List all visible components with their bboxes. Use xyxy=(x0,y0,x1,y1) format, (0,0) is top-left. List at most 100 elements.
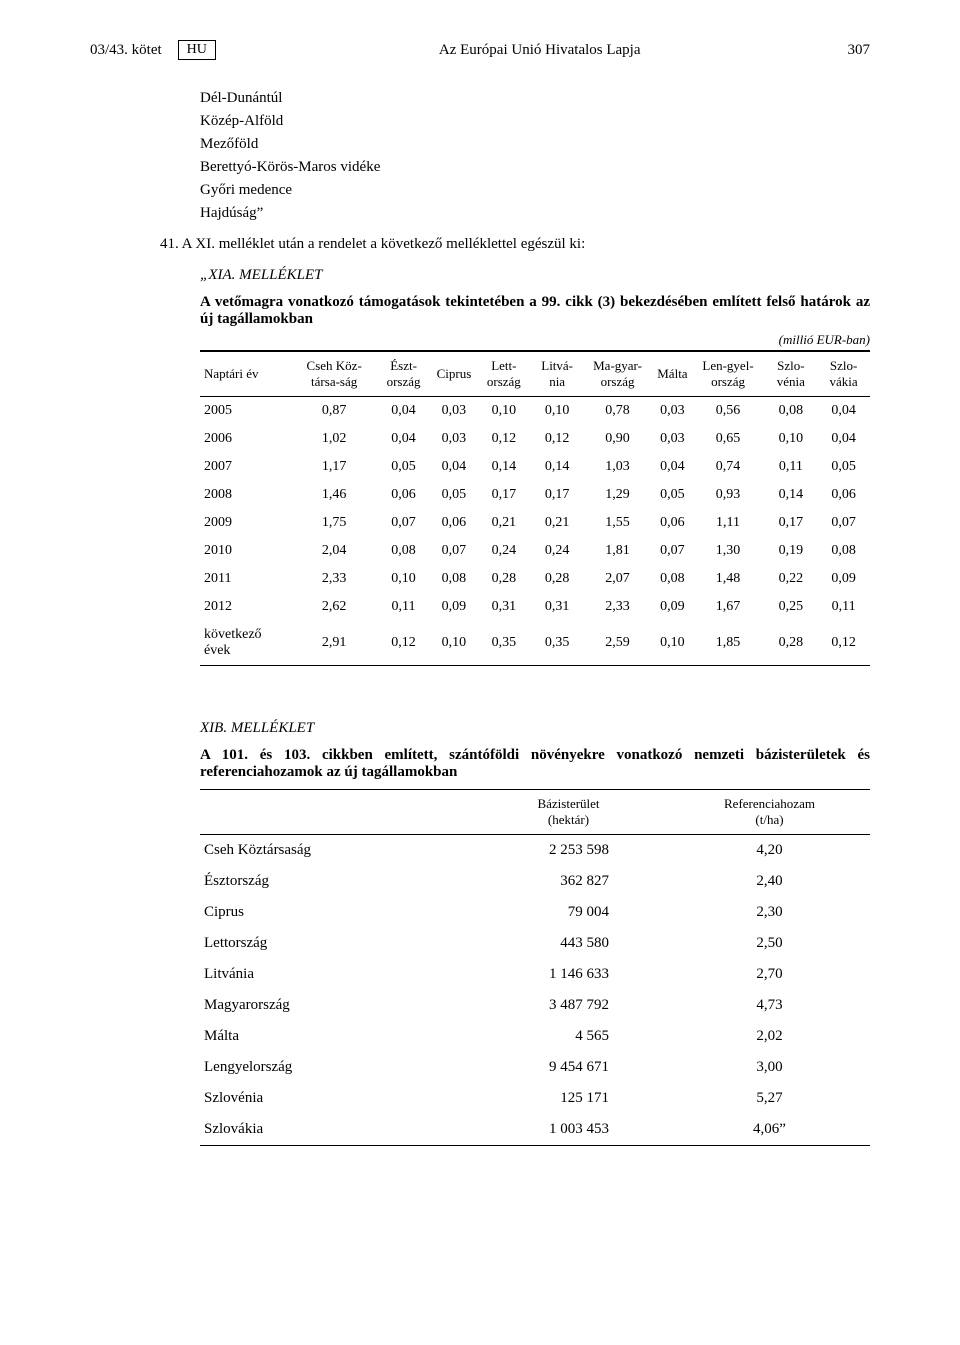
cell-value: 0,08 xyxy=(653,565,691,593)
cell-value: 0,21 xyxy=(475,509,532,537)
cell-value: 1,85 xyxy=(692,621,765,666)
header-left: 03/43. kötet xyxy=(90,42,162,59)
table-row: Málta4 5652,02 xyxy=(200,1021,870,1052)
country-name: Ciprus xyxy=(200,897,468,928)
cell-value: 1,30 xyxy=(692,537,765,565)
annex-xia-title: „XIA. MELLÉKLET xyxy=(200,267,870,284)
table-row: 20061,020,040,030,120,120,900,030,650,10… xyxy=(200,425,870,453)
cell-value: 0,24 xyxy=(475,537,532,565)
col-ref-l1: Referenciahozam xyxy=(724,796,815,811)
cell-value: 0,17 xyxy=(475,481,532,509)
area-value: 2 253 598 xyxy=(468,835,669,867)
region-item: Közép-Alföld xyxy=(200,113,870,130)
row-label: 2011 xyxy=(200,565,294,593)
cell-value: 0,05 xyxy=(375,453,433,481)
table-row: Szlovénia125 1715,27 xyxy=(200,1083,870,1114)
table-row: Cseh Köztársaság2 253 5984,20 xyxy=(200,835,870,867)
col-cz: Cseh Köz-társa-ság xyxy=(294,352,375,397)
row-label: 2005 xyxy=(200,397,294,426)
cell-value: 0,06 xyxy=(817,481,870,509)
cell-value: 2,07 xyxy=(582,565,653,593)
col-area-l1: Bázisterület xyxy=(537,796,599,811)
country-name: Lengyelország xyxy=(200,1052,468,1083)
table-row: Szlovákia1 003 4534,06” xyxy=(200,1114,870,1146)
cell-value: 0,28 xyxy=(764,621,817,666)
col-ref-l2: (t/ha) xyxy=(755,812,783,827)
area-value: 79 004 xyxy=(468,897,669,928)
cell-value: 1,02 xyxy=(294,425,375,453)
table-row: Lettország443 5802,50 xyxy=(200,928,870,959)
row-label: 2007 xyxy=(200,453,294,481)
cell-value: 0,11 xyxy=(375,593,433,621)
cell-value: 0,78 xyxy=(582,397,653,426)
col-pl: Len-gyel-ország xyxy=(692,352,765,397)
col-si: Szlo-vénia xyxy=(764,352,817,397)
annex-xib-heading: A 101. és 103. cikkben említett, szántóf… xyxy=(200,747,870,781)
header-lang-box: HU xyxy=(178,40,216,60)
col-cy: Ciprus xyxy=(433,352,476,397)
table-xia-table: Naptári év Cseh Köz-társa-ság Észt-orszá… xyxy=(200,351,870,666)
cell-value: 0,09 xyxy=(817,565,870,593)
country-name: Észtország xyxy=(200,866,468,897)
cell-value: 0,09 xyxy=(653,593,691,621)
cell-value: 0,07 xyxy=(375,509,433,537)
cell-value: 0,08 xyxy=(375,537,433,565)
row-label: 2006 xyxy=(200,425,294,453)
cell-value: 0,74 xyxy=(692,453,765,481)
ref-value: 4,73 xyxy=(669,990,870,1021)
cell-value: 0,35 xyxy=(475,621,532,666)
country-name: Szlovákia xyxy=(200,1114,468,1146)
cell-value: 0,87 xyxy=(294,397,375,426)
cell-value: 0,10 xyxy=(375,565,433,593)
table-row: 20081,460,060,050,170,171,290,050,930,14… xyxy=(200,481,870,509)
cell-value: 0,04 xyxy=(375,425,433,453)
cell-value: 0,12 xyxy=(532,425,581,453)
col-lt: Litvá-nia xyxy=(532,352,581,397)
ref-value: 2,50 xyxy=(669,928,870,959)
cell-value: 0,12 xyxy=(375,621,433,666)
cell-value: 0,04 xyxy=(817,425,870,453)
cell-value: 0,08 xyxy=(764,397,817,426)
cell-value: 0,10 xyxy=(433,621,476,666)
cell-value: 0,03 xyxy=(433,397,476,426)
col-year: Naptári év xyxy=(200,352,294,397)
annex-xib-title: XIB. MELLÉKLET xyxy=(200,720,870,737)
row-label: 2009 xyxy=(200,509,294,537)
cell-value: 0,11 xyxy=(817,593,870,621)
cell-value: 0,25 xyxy=(764,593,817,621)
table-row: következő évek2,910,120,100,350,352,590,… xyxy=(200,621,870,666)
cell-value: 0,10 xyxy=(475,397,532,426)
cell-value: 1,03 xyxy=(582,453,653,481)
cell-value: 0,07 xyxy=(433,537,476,565)
region-item: Győri medence xyxy=(200,182,870,199)
cell-value: 1,75 xyxy=(294,509,375,537)
ref-value: 2,02 xyxy=(669,1021,870,1052)
ref-value: 3,00 xyxy=(669,1052,870,1083)
country-name: Málta xyxy=(200,1021,468,1052)
cell-value: 0,12 xyxy=(817,621,870,666)
ref-value: 2,70 xyxy=(669,959,870,990)
table-row: 20112,330,100,080,280,282,070,081,480,22… xyxy=(200,565,870,593)
table-header-row: Naptári év Cseh Köz-társa-ság Észt-orszá… xyxy=(200,352,870,397)
cell-value: 0,90 xyxy=(582,425,653,453)
table-row: 20091,750,070,060,210,211,550,061,110,17… xyxy=(200,509,870,537)
ref-value: 5,27 xyxy=(669,1083,870,1114)
area-value: 9 454 671 xyxy=(468,1052,669,1083)
cell-value: 0,08 xyxy=(817,537,870,565)
country-name: Litvánia xyxy=(200,959,468,990)
table-row: Litvánia1 146 6332,70 xyxy=(200,959,870,990)
col-blank xyxy=(200,790,468,835)
cell-value: 0,05 xyxy=(433,481,476,509)
cell-value: 0,17 xyxy=(764,509,817,537)
cell-value: 0,10 xyxy=(653,621,691,666)
ref-value: 4,20 xyxy=(669,835,870,867)
col-mt: Málta xyxy=(653,352,691,397)
cell-value: 1,67 xyxy=(692,593,765,621)
row-label: következő évek xyxy=(200,621,294,666)
cell-value: 1,11 xyxy=(692,509,765,537)
cell-value: 0,14 xyxy=(764,481,817,509)
cell-value: 0,10 xyxy=(764,425,817,453)
table-row: 20050,870,040,030,100,100,780,030,560,08… xyxy=(200,397,870,426)
cell-value: 0,04 xyxy=(375,397,433,426)
cell-value: 0,21 xyxy=(532,509,581,537)
